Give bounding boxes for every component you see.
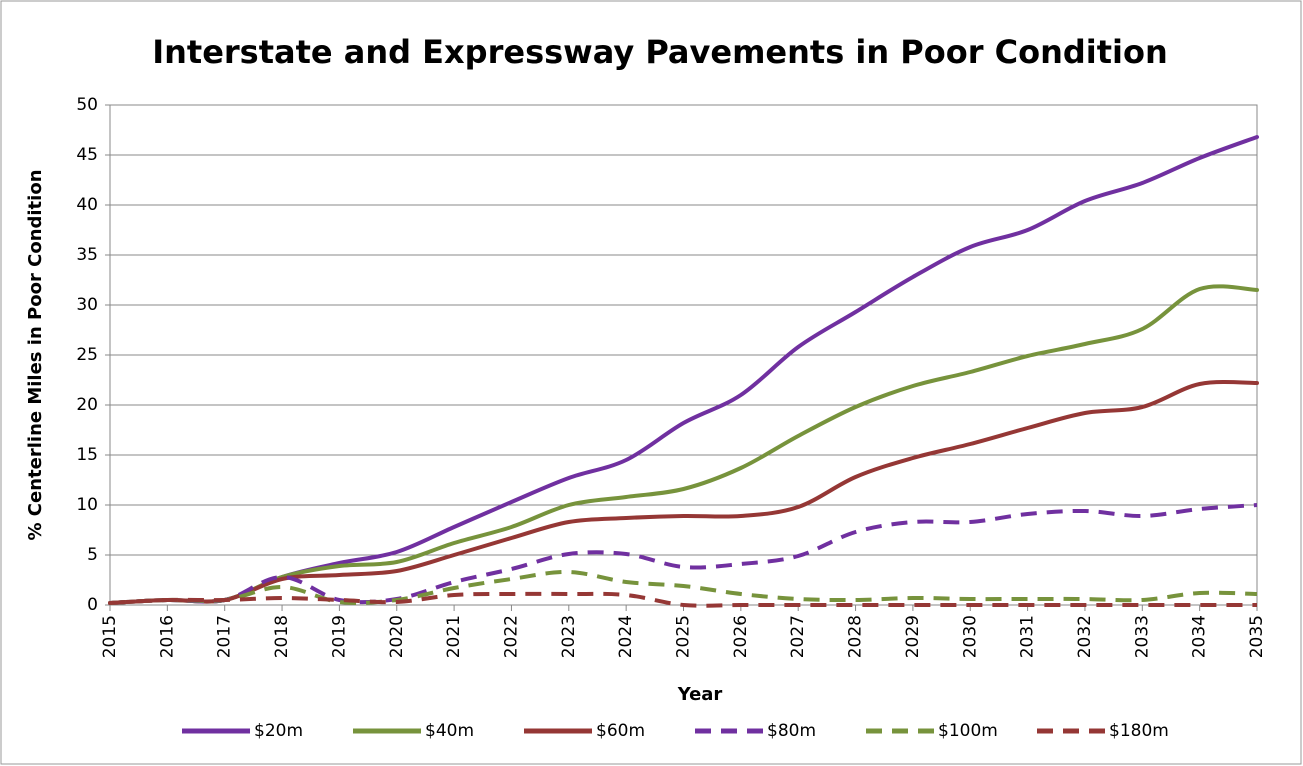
x-tick-label: 2020 bbox=[387, 615, 407, 658]
x-tick-label: 2026 bbox=[731, 615, 751, 658]
y-tick-label: 25 bbox=[76, 345, 98, 365]
y-tick-label: 45 bbox=[76, 145, 98, 165]
x-tick-label: 2021 bbox=[444, 615, 464, 658]
x-tick-label: 2029 bbox=[903, 615, 923, 658]
legend-label: $100m bbox=[938, 721, 998, 741]
legend-label: $180m bbox=[1109, 721, 1169, 741]
x-tick-label: 2017 bbox=[215, 615, 235, 658]
x-tick-label: 2018 bbox=[272, 615, 292, 658]
y-tick-label: 5 bbox=[87, 545, 98, 565]
series-line bbox=[109, 591, 1258, 608]
x-tick-label: 2025 bbox=[674, 615, 694, 658]
x-tick-label: 2031 bbox=[1018, 615, 1038, 658]
x-tick-label: 2033 bbox=[1132, 615, 1152, 658]
x-tick-label: 2019 bbox=[329, 615, 349, 658]
y-tick-label: 35 bbox=[76, 245, 98, 265]
y-tick-label: 20 bbox=[76, 395, 98, 415]
chart-title: Interstate and Expressway Pavements in P… bbox=[152, 33, 1168, 71]
y-tick-label: 0 bbox=[87, 595, 98, 615]
y-axis-label: % Centerline Miles in Poor Condition bbox=[25, 169, 46, 540]
legend-label: $60m bbox=[596, 721, 645, 741]
x-tick-label: 2023 bbox=[559, 615, 579, 658]
y-tick-label: 30 bbox=[76, 295, 98, 315]
series-line bbox=[108, 284, 1259, 605]
y-tick-label: 15 bbox=[76, 445, 98, 465]
x-tick-label: 2022 bbox=[501, 615, 521, 658]
legend-label: $40m bbox=[425, 721, 474, 741]
legend-label: $80m bbox=[767, 721, 816, 741]
y-tick-label: 40 bbox=[76, 195, 98, 215]
x-tick-label: 2015 bbox=[100, 615, 120, 658]
legend-label: $20m bbox=[254, 721, 303, 741]
x-tick-label: 2032 bbox=[1075, 615, 1095, 658]
x-tick-label: 2030 bbox=[960, 615, 980, 658]
x-tick-label: 2027 bbox=[788, 615, 808, 658]
x-tick-label: 2035 bbox=[1247, 615, 1267, 658]
x-axis-label: Year bbox=[677, 684, 723, 705]
y-tick-label: 10 bbox=[76, 495, 98, 515]
series-line bbox=[109, 503, 1258, 605]
x-tick-label: 2034 bbox=[1190, 615, 1210, 658]
y-tick-label: 50 bbox=[76, 95, 98, 115]
series-line bbox=[109, 569, 1258, 605]
x-tick-label: 2016 bbox=[157, 615, 177, 658]
x-tick-label: 2028 bbox=[846, 615, 866, 658]
series-line bbox=[108, 379, 1259, 605]
x-tick-label: 2024 bbox=[616, 615, 636, 658]
